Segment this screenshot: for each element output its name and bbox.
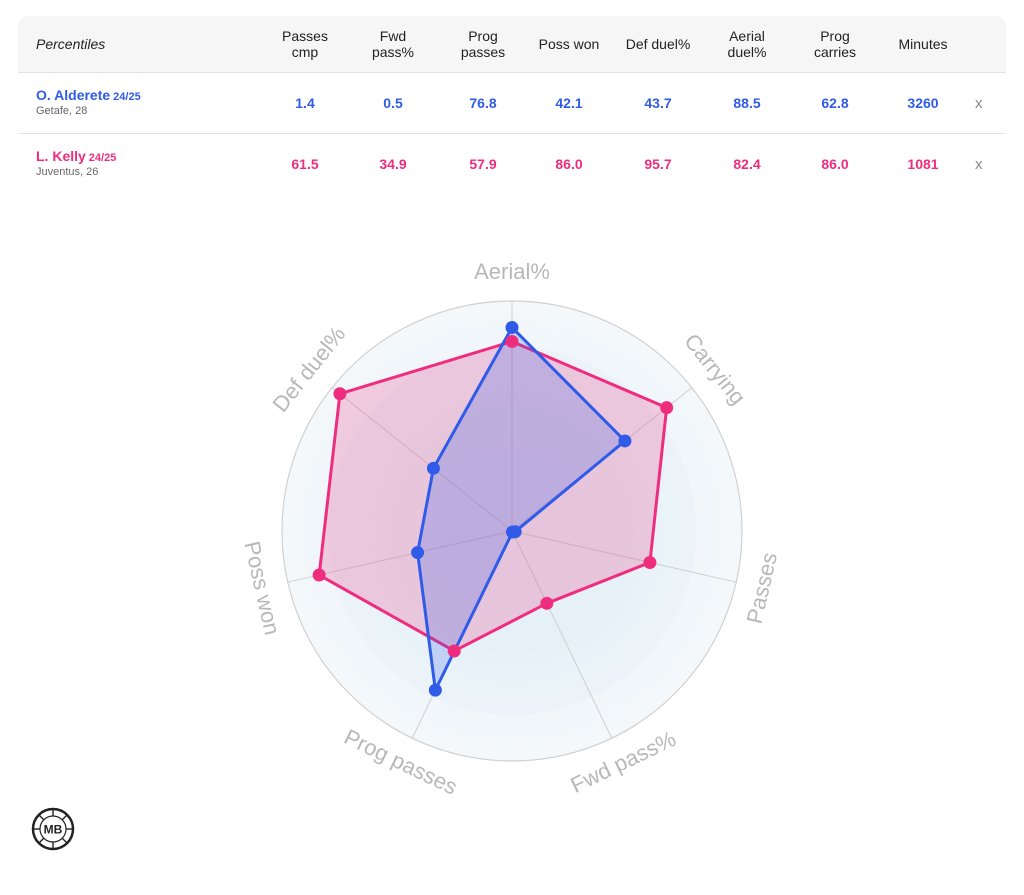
- mb-logo: MB: [31, 807, 75, 851]
- value-prog-passes: 76.8: [469, 95, 497, 111]
- series-point-l-kelly[interactable]: [333, 387, 347, 401]
- table-header: Percentiles Passes cmp Fwd pass% Prog pa…: [18, 16, 1006, 73]
- radar-spoke: [511, 530, 613, 739]
- series-point-o-alderete[interactable]: [505, 525, 519, 539]
- col-header-prog-passes: Prog passes: [460, 28, 506, 60]
- col-header-aerial-duel: Aerial duel%: [727, 28, 767, 60]
- series-area-l-kelly: [317, 339, 669, 653]
- col-header-def-duel: Def duel%: [625, 36, 691, 52]
- series-point-l-kelly[interactable]: [540, 596, 554, 610]
- player-row-kelly: L. Kelly 24/25 Juventus, 26 61.5 34.9 57.…: [18, 134, 1006, 194]
- player-club: Getafe, 28: [36, 105, 88, 117]
- series-point-o-alderete[interactable]: [426, 461, 440, 475]
- value-minutes: 3260: [907, 95, 939, 111]
- series-point-l-kelly[interactable]: [643, 555, 657, 569]
- value-prog-carries: 86.0: [821, 156, 849, 172]
- series-point-o-alderete[interactable]: [618, 434, 632, 448]
- value-def-duel: 43.7: [644, 95, 672, 111]
- player-row-alderete: O. Alderete 24/25 Getafe, 28 1.4 0.5 76.8…: [18, 73, 1006, 134]
- series-point-l-kelly[interactable]: [447, 644, 461, 658]
- player-season: 24/25: [88, 152, 117, 164]
- remove-player-button[interactable]: x: [975, 95, 983, 112]
- col-header-prog-carries: Prog carries: [813, 28, 856, 60]
- series-point-l-kelly[interactable]: [505, 334, 519, 348]
- player-name[interactable]: O. Alderete 24/25: [36, 87, 141, 103]
- col-header-passes-cmp: Passes cmp: [282, 28, 328, 60]
- radar-spoke: [511, 530, 737, 583]
- value-fwd-pass: 34.9: [379, 156, 407, 172]
- col-header-poss-won: Poss won: [538, 36, 600, 52]
- value-aerial-duel: 88.5: [733, 95, 761, 111]
- table-title: Percentiles: [36, 36, 106, 52]
- series-point-l-kelly[interactable]: [312, 568, 326, 582]
- value-aerial-duel: 82.4: [733, 156, 761, 172]
- value-prog-carries: 62.8: [821, 95, 849, 111]
- value-fwd-pass: 0.5: [383, 95, 403, 111]
- player-season: 24/25: [113, 91, 141, 103]
- radar-spoke: [331, 387, 513, 532]
- axis-label: Passes: [742, 550, 782, 626]
- value-minutes: 1081: [907, 156, 939, 172]
- player-club: Juventus, 26: [36, 166, 99, 178]
- player-name-text: L. Kelly: [36, 148, 86, 164]
- series-point-o-alderete[interactable]: [411, 546, 425, 560]
- col-header-fwd-pass: Fwd pass%: [371, 28, 415, 60]
- value-passes-cmp: 1.4: [295, 95, 315, 111]
- col-header-minutes: Minutes: [898, 36, 948, 52]
- percentiles-table: Percentiles Passes cmp Fwd pass% Prog pa…: [18, 16, 1006, 194]
- axis-label: Poss won: [239, 539, 285, 638]
- axis-label: Aerial%: [474, 259, 550, 284]
- series-point-o-alderete[interactable]: [505, 320, 519, 334]
- series-point-l-kelly[interactable]: [660, 401, 674, 415]
- radar-series: [312, 320, 674, 697]
- value-passes-cmp: 61.5: [291, 156, 319, 172]
- logo-text: MB: [44, 823, 63, 837]
- value-poss-won: 86.0: [555, 156, 583, 172]
- player-name[interactable]: L. Kelly 24/25: [36, 148, 116, 164]
- player-name-text: O. Alderete: [36, 87, 111, 103]
- value-poss-won: 42.1: [555, 95, 583, 111]
- series-point-o-alderete[interactable]: [428, 683, 442, 697]
- remove-player-button[interactable]: x: [975, 156, 983, 173]
- value-def-duel: 95.7: [644, 156, 672, 172]
- series-area-o-alderete: [416, 325, 627, 692]
- value-prog-passes: 57.9: [469, 156, 497, 172]
